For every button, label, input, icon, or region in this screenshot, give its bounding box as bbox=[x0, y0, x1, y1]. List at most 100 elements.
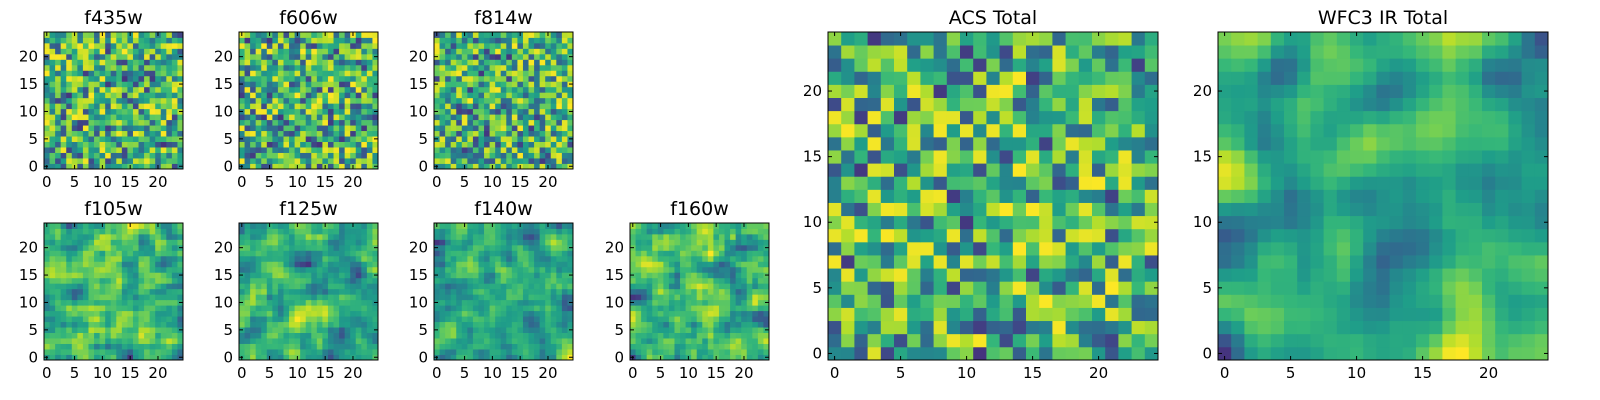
y-tick-label: 5 bbox=[614, 321, 624, 339]
heatmap-cell bbox=[556, 152, 563, 159]
heatmap-cell bbox=[132, 239, 139, 246]
heatmap-cell bbox=[82, 228, 89, 235]
heatmap-cell bbox=[160, 119, 167, 126]
heatmap-cell bbox=[71, 108, 78, 115]
heatmap-cell bbox=[556, 283, 563, 290]
heatmap-cell bbox=[545, 266, 552, 273]
heatmap-cell bbox=[894, 241, 908, 256]
heatmap-cell bbox=[316, 70, 323, 77]
heatmap-cell bbox=[300, 108, 307, 115]
heatmap-cell bbox=[149, 86, 156, 93]
heatmap-cell bbox=[44, 343, 50, 350]
heatmap-cell bbox=[239, 294, 245, 301]
heatmap-cell bbox=[1052, 255, 1066, 269]
heatmap-cell bbox=[333, 152, 340, 159]
heatmap-cell bbox=[66, 233, 73, 240]
heatmap-cell bbox=[561, 64, 568, 71]
heatmap-cell bbox=[333, 228, 340, 235]
heatmap-cell bbox=[82, 81, 89, 88]
heatmap-cell bbox=[110, 321, 117, 328]
heatmap-cell bbox=[366, 119, 373, 126]
heatmap-cell bbox=[144, 48, 151, 55]
heatmap-cell bbox=[366, 92, 373, 99]
heatmap-cell bbox=[261, 42, 268, 49]
heatmap-cell bbox=[322, 250, 329, 257]
heatmap-cell bbox=[272, 321, 279, 328]
heatmap-cell bbox=[472, 305, 479, 312]
heatmap-cell bbox=[71, 288, 78, 295]
heatmap-cell bbox=[960, 202, 974, 217]
heatmap-cell bbox=[434, 321, 440, 328]
heatmap-cell bbox=[372, 59, 379, 66]
heatmap-cell bbox=[652, 349, 659, 355]
heatmap-cell bbox=[757, 244, 764, 251]
heatmap-cell bbox=[171, 338, 178, 344]
heatmap-cell bbox=[77, 97, 84, 104]
heatmap-cell bbox=[305, 37, 312, 44]
heatmap-cell bbox=[339, 305, 346, 312]
heatmap-cell bbox=[110, 92, 117, 99]
heatmap-cell bbox=[350, 239, 357, 246]
heatmap-cell bbox=[646, 338, 653, 344]
heatmap-cell bbox=[517, 130, 524, 137]
heatmap-cell bbox=[322, 316, 329, 323]
heatmap-cell bbox=[160, 136, 167, 142]
heatmap-cell bbox=[500, 233, 507, 240]
heatmap-cell bbox=[517, 228, 524, 235]
heatmap-cell bbox=[344, 244, 351, 251]
heatmap-cell bbox=[94, 354, 100, 361]
heatmap-cell bbox=[266, 349, 273, 355]
heatmap-cell bbox=[489, 294, 496, 301]
heatmap-cell bbox=[445, 158, 452, 164]
heatmap-cell bbox=[372, 147, 379, 153]
heatmap-cell bbox=[138, 223, 145, 229]
heatmap-cell bbox=[255, 75, 262, 82]
heatmap-cell bbox=[166, 261, 173, 268]
heatmap-cell bbox=[322, 125, 329, 132]
heatmap-cell bbox=[635, 250, 642, 257]
heatmap-cell bbox=[472, 233, 479, 240]
heatmap-cell bbox=[986, 202, 1000, 217]
heatmap-cell bbox=[702, 288, 709, 295]
heatmap-cell bbox=[294, 70, 301, 77]
heatmap-cell bbox=[668, 338, 675, 344]
heatmap-cell bbox=[528, 114, 535, 121]
heatmap-cell bbox=[489, 92, 496, 99]
heatmap-cell bbox=[724, 250, 731, 257]
heatmap-cell bbox=[1131, 307, 1146, 322]
heatmap-cell bbox=[1039, 307, 1053, 322]
heatmap-cell bbox=[60, 250, 67, 257]
heatmap-cell bbox=[439, 223, 446, 229]
heatmap-cell bbox=[177, 147, 184, 153]
heatmap-cell bbox=[327, 266, 334, 273]
heatmap-cell bbox=[478, 299, 485, 306]
heatmap-cell bbox=[289, 288, 295, 295]
heatmap-cell bbox=[55, 136, 62, 142]
panel-title: f105w bbox=[84, 198, 143, 220]
heatmap-cell bbox=[171, 70, 178, 77]
heatmap-cell bbox=[272, 354, 279, 361]
heatmap-cell bbox=[322, 48, 329, 55]
heatmap-cell bbox=[528, 343, 535, 350]
heatmap-cell bbox=[867, 333, 882, 348]
heatmap-cell bbox=[171, 48, 178, 55]
heatmap-cell bbox=[707, 316, 714, 323]
heatmap-cell bbox=[1039, 176, 1053, 190]
heatmap-cell bbox=[261, 343, 268, 350]
heatmap-cell bbox=[244, 327, 251, 333]
heatmap-cell bbox=[556, 332, 563, 339]
heatmap-cell bbox=[250, 86, 257, 93]
heatmap-cell bbox=[244, 250, 251, 257]
heatmap-cell bbox=[82, 343, 89, 350]
heatmap-cell bbox=[472, 310, 479, 317]
heatmap-cell bbox=[121, 92, 128, 99]
heatmap-cell bbox=[528, 86, 535, 93]
heatmap-cell bbox=[99, 158, 106, 164]
heatmap-cell bbox=[327, 163, 334, 170]
heatmap-cell bbox=[116, 233, 123, 240]
heatmap-cell bbox=[735, 349, 742, 355]
heatmap-cell bbox=[294, 244, 301, 251]
heatmap-cell bbox=[311, 332, 318, 339]
heatmap-cell bbox=[461, 97, 468, 104]
heatmap-cell bbox=[434, 37, 440, 44]
